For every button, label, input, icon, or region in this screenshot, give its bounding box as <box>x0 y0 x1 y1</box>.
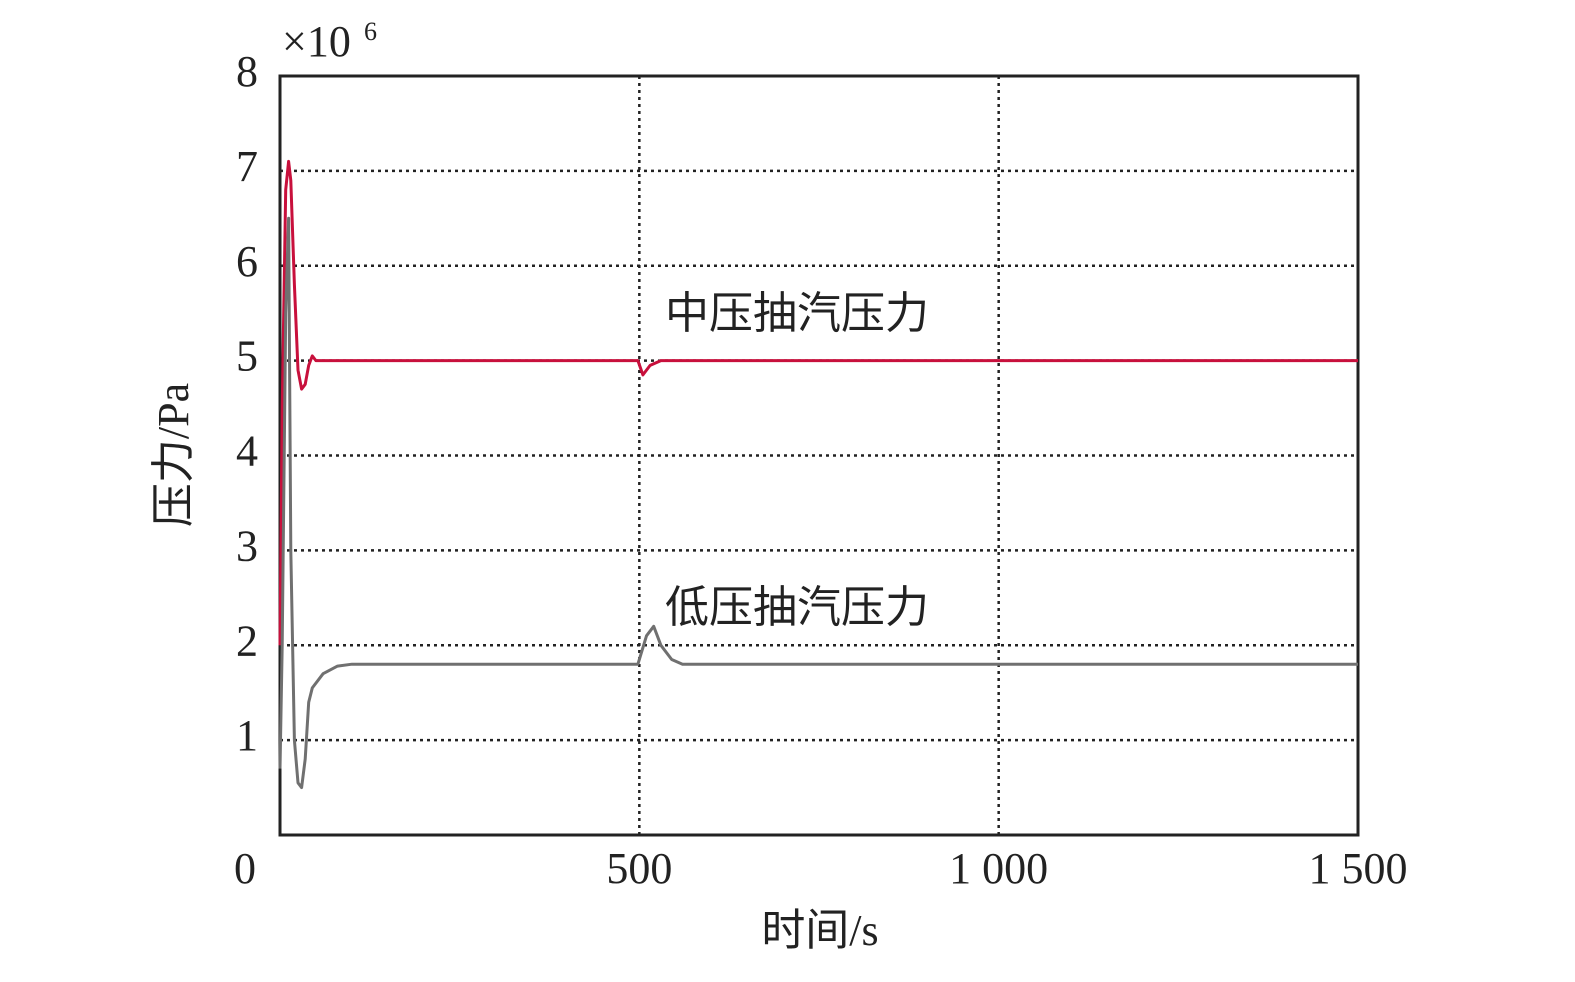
x-axis-label: 时间/s <box>761 906 878 955</box>
x-tick-label: 1 000 <box>949 844 1048 893</box>
axis-multiplier-exponent: 6 <box>364 17 377 46</box>
x-tick-label: 1 500 <box>1309 844 1408 893</box>
y-axis-label: 压力/Pa <box>149 383 198 527</box>
y-tick-label: 6 <box>236 237 258 286</box>
y-tick-label: 5 <box>236 332 258 381</box>
y-tick-label: 3 <box>236 521 258 570</box>
y-tick-label: 2 <box>236 616 258 665</box>
x-tick-label: 0 <box>234 844 256 893</box>
series-annotation: 低压抽汽压力 <box>665 583 929 632</box>
y-tick-label: 7 <box>236 142 258 191</box>
plot-frame <box>278 74 1360 837</box>
series-line <box>278 159 1358 646</box>
y-tick-label: 4 <box>236 427 258 476</box>
series-line <box>278 216 1358 790</box>
y-tick-label: 1 <box>236 711 258 760</box>
x-tick-label: 500 <box>606 844 672 893</box>
series-annotation: 中压抽汽压力 <box>665 289 929 338</box>
y-tick-label: 8 <box>236 47 258 96</box>
axis-multiplier: ×10 <box>282 17 351 66</box>
